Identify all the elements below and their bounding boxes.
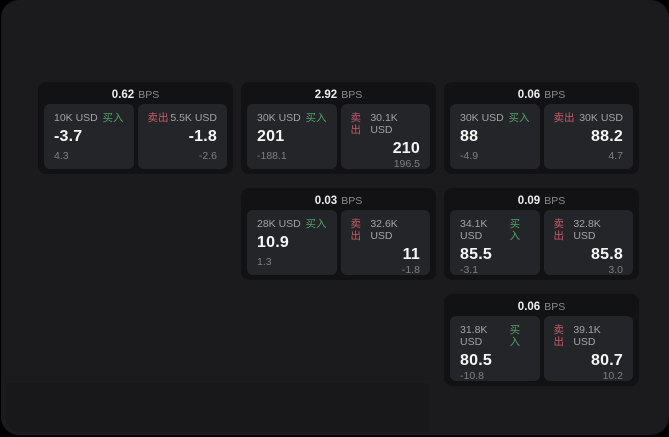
buy-amount: 30K USD (460, 112, 504, 124)
bps-header: 2.92 BPS (247, 86, 430, 103)
buy-change: -10.8 (460, 370, 484, 382)
bps-header: 0.06 BPS (450, 298, 633, 315)
quote-tiles: 34.1K USD 买入 85.5 -3.1 卖出 32.8K USD 85.8… (450, 210, 633, 276)
sell-side-label: 卖出 (350, 218, 362, 242)
quote-card: 0.03 BPS 28K USD 买入 10.9 1.3 卖出 32.6K US… (241, 188, 436, 280)
buy-price: 10.9 (257, 234, 289, 251)
sell-price: -1.8 (188, 128, 217, 145)
sell-price: 88.2 (591, 128, 623, 145)
quote-tiles: 30K USD 买入 88 -4.9 卖出 30K USD 88.2 4.7 (450, 104, 633, 169)
bps-header: 0.06 BPS (450, 86, 633, 103)
lower-surface (6, 383, 429, 432)
buy-price: 85.5 (460, 246, 492, 263)
bps-header: 0.03 BPS (247, 192, 430, 209)
buy-change: 1.3 (257, 256, 272, 268)
buy-change: -3.1 (460, 264, 479, 276)
sell-change: 196.5 (393, 158, 420, 170)
sell-side-label: 卖出 (553, 324, 565, 348)
sell-amount: 30.1K USD (370, 112, 398, 136)
quote-tiles: 28K USD 买入 10.9 1.3 卖出 32.6K USD 11 -1.8 (247, 210, 430, 276)
buy-tile[interactable]: 34.1K USD 买入 85.5 -3.1 (450, 210, 540, 276)
buy-change: -188.1 (257, 150, 287, 162)
sell-amount: 32.6K USD (370, 218, 398, 242)
buy-price: 80.5 (460, 352, 492, 369)
buy-change: 4.3 (54, 150, 69, 162)
bps-value: 0.03 (314, 194, 338, 207)
buy-side-label: 买入 (102, 112, 124, 124)
quote-tiles: 31.8K USD 买入 80.5 -10.8 卖出 39.1K USD 80.… (450, 316, 633, 382)
bps-value: 2.92 (314, 88, 338, 101)
quote-card: 0.09 BPS 34.1K USD 买入 85.5 -3.1 卖出 32.8K… (444, 188, 639, 280)
sell-tile[interactable]: 卖出 30K USD 88.2 4.7 (543, 104, 633, 169)
buy-price: 201 (257, 128, 285, 145)
bps-unit-label: BPS (341, 88, 363, 101)
buy-side-label: 买入 (509, 218, 521, 242)
bps-header: 0.09 BPS (450, 192, 633, 209)
sell-change: 4.7 (608, 150, 623, 162)
bps-value: 0.06 (517, 88, 541, 101)
sell-price: 85.8 (591, 246, 623, 263)
buy-price: -3.7 (54, 128, 83, 145)
sell-change: 10.2 (602, 370, 623, 382)
sell-amount: 39.1K USD (573, 324, 601, 348)
bps-header: 0.62 BPS (44, 86, 227, 103)
buy-side-label: 买入 (508, 112, 530, 124)
quote-tiles: 10K USD 买入 -3.7 4.3 卖出 5.5K USD -1.8 -2.… (44, 104, 227, 169)
sell-tile[interactable]: 卖出 32.8K USD 85.8 3.0 (543, 210, 633, 276)
sell-price: 80.7 (591, 352, 623, 369)
sell-change: 3.0 (608, 264, 623, 276)
sell-price: 11 (402, 246, 420, 263)
buy-amount: 34.1K USD (460, 218, 488, 242)
sell-amount: 5.5K USD (170, 112, 217, 124)
buy-tile[interactable]: 10K USD 买入 -3.7 4.3 (44, 104, 134, 169)
bps-unit-label: BPS (341, 194, 363, 207)
buy-tile[interactable]: 28K USD 买入 10.9 1.3 (247, 210, 337, 275)
buy-tile[interactable]: 30K USD 买入 201 -188.1 (247, 104, 337, 169)
bps-unit-label: BPS (138, 88, 160, 101)
sell-change: -1.8 (401, 264, 420, 276)
sell-price: 210 (392, 140, 420, 157)
bps-unit-label: BPS (544, 194, 566, 207)
buy-amount: 28K USD (257, 218, 301, 230)
bps-unit-label: BPS (544, 88, 566, 101)
buy-side-label: 买入 (305, 112, 327, 124)
sell-tile[interactable]: 卖出 32.6K USD 11 -1.8 (340, 210, 430, 276)
sell-side-label: 卖出 (147, 112, 169, 124)
buy-tile[interactable]: 31.8K USD 买入 80.5 -10.8 (450, 316, 540, 382)
quote-card: 0.06 BPS 31.8K USD 买入 80.5 -10.8 卖出 39.1… (444, 294, 639, 386)
buy-side-label: 买入 (509, 324, 521, 348)
buy-price: 88 (460, 128, 479, 145)
bps-value: 0.06 (517, 300, 541, 313)
buy-side-label: 买入 (305, 218, 327, 230)
sell-side-label: 卖出 (350, 112, 362, 136)
sell-tile[interactable]: 卖出 39.1K USD 80.7 10.2 (543, 316, 633, 382)
sell-change: -2.6 (198, 150, 217, 162)
quote-card: 0.06 BPS 30K USD 买入 88 -4.9 卖出 30K USD 8… (444, 82, 639, 174)
sell-amount: 32.8K USD (573, 218, 601, 242)
buy-amount: 10K USD (54, 112, 98, 124)
sell-side-label: 卖出 (553, 218, 565, 242)
sell-amount: 30K USD (579, 112, 623, 124)
cards-grid: 0.62 BPS 10K USD 买入 -3.7 4.3 卖出 5.5K USD… (38, 82, 639, 386)
quote-card: 0.62 BPS 10K USD 买入 -3.7 4.3 卖出 5.5K USD… (38, 82, 233, 174)
buy-change: -4.9 (460, 150, 479, 162)
quote-card: 2.92 BPS 30K USD 买入 201 -188.1 卖出 30.1K … (241, 82, 436, 174)
sell-tile[interactable]: 卖出 30.1K USD 210 196.5 (340, 104, 430, 170)
buy-amount: 30K USD (257, 112, 301, 124)
bps-value: 0.09 (517, 194, 541, 207)
quote-tiles: 30K USD 买入 201 -188.1 卖出 30.1K USD 210 1… (247, 104, 430, 170)
buy-tile[interactable]: 30K USD 买入 88 -4.9 (450, 104, 540, 169)
bps-value: 0.62 (111, 88, 135, 101)
sell-side-label: 卖出 (553, 112, 575, 124)
bps-unit-label: BPS (544, 300, 566, 313)
sell-tile[interactable]: 卖出 5.5K USD -1.8 -2.6 (137, 104, 227, 169)
buy-amount: 31.8K USD (460, 324, 488, 348)
